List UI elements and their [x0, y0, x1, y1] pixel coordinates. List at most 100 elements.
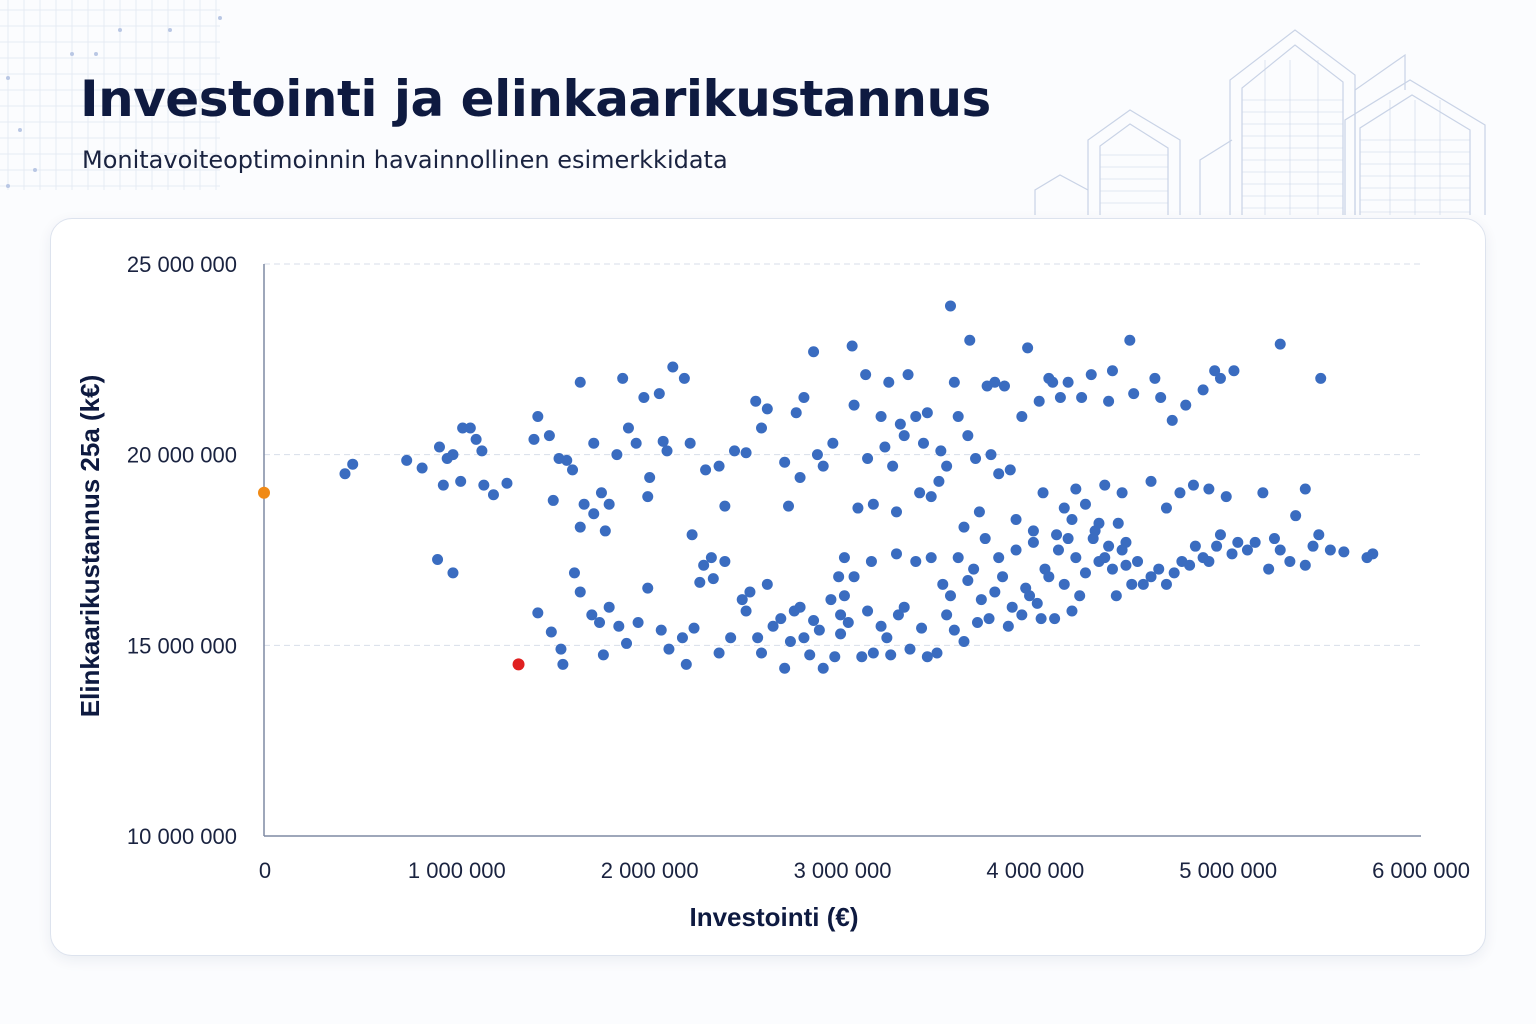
y-tick-label: 10 000 000 — [127, 824, 237, 849]
building-outline — [1099, 123, 1169, 215]
data-point — [784, 636, 796, 648]
data-point — [1022, 342, 1034, 354]
data-point — [817, 662, 829, 674]
data-point — [964, 334, 976, 346]
data-point — [1315, 372, 1327, 384]
data-point — [962, 575, 974, 587]
data-point — [1051, 529, 1063, 541]
data-point — [574, 586, 586, 598]
x-tick-label: 2 000 000 — [601, 858, 699, 883]
data-point — [630, 437, 642, 449]
data-point — [862, 452, 874, 464]
data-point — [401, 454, 413, 466]
data-point — [933, 475, 945, 487]
data-point — [1226, 548, 1238, 560]
data-point — [890, 548, 902, 560]
data-point — [740, 605, 752, 617]
y-axis-label: Elinkaarikustannus 25a (k€) — [75, 375, 105, 717]
data-point — [1274, 544, 1286, 556]
data-point — [1324, 544, 1336, 556]
data-point — [574, 521, 586, 533]
data-point — [794, 472, 806, 484]
data-point — [1160, 578, 1172, 590]
x-axis-label: Investointi (€) — [689, 902, 858, 932]
data-point — [833, 571, 845, 583]
data-point — [1002, 620, 1014, 632]
data-point — [653, 388, 665, 400]
data-point — [756, 647, 768, 659]
data-point — [476, 445, 488, 457]
data-point — [1037, 487, 1049, 499]
page-title: Investointi ja elinkaarikustannus — [80, 70, 991, 128]
data-point — [1166, 414, 1178, 426]
data-point — [883, 376, 895, 388]
data-point — [1120, 559, 1132, 571]
data-point — [1180, 399, 1192, 411]
data-point — [817, 460, 829, 472]
data-point — [750, 395, 762, 407]
data-point — [1116, 544, 1128, 556]
data-point — [1099, 479, 1111, 491]
data-point — [798, 632, 810, 644]
data-point — [865, 555, 877, 567]
data-point — [910, 555, 922, 567]
data-point — [941, 609, 953, 621]
data-point — [568, 567, 580, 579]
data-point — [1087, 533, 1099, 545]
data-point — [1274, 338, 1286, 350]
data-point — [545, 626, 557, 638]
data-point — [487, 489, 499, 501]
highlight-point — [512, 658, 525, 671]
data-point — [1070, 552, 1082, 564]
data-point — [1153, 563, 1165, 575]
data-point — [875, 411, 887, 423]
data-point — [1058, 578, 1070, 590]
data-point — [1027, 525, 1039, 537]
data-point — [952, 411, 964, 423]
data-point — [719, 555, 731, 567]
axes — [263, 264, 1421, 837]
data-point — [948, 624, 960, 636]
data-point — [808, 615, 820, 627]
data-point — [1155, 391, 1167, 403]
data-point — [979, 533, 991, 545]
x-tick-labels: 0 1 000 000 2 000 000 3 000 000 4 000 000 5 0… — [259, 858, 1470, 883]
data-point — [997, 571, 1009, 583]
data-point — [917, 437, 929, 449]
decor-dot — [168, 28, 172, 32]
building-outline — [1344, 79, 1486, 215]
data-point — [599, 525, 611, 537]
data-point — [1214, 529, 1226, 541]
y-tick-label: 20 000 000 — [127, 443, 237, 468]
data-point — [1016, 609, 1028, 621]
data-point — [1137, 578, 1149, 590]
data-point — [478, 479, 490, 491]
x-tick-label: 5 000 000 — [1179, 858, 1277, 883]
data-point — [470, 433, 482, 445]
data-point — [761, 403, 773, 415]
data-point — [1099, 552, 1111, 564]
data-point — [1079, 498, 1091, 510]
data-point — [1268, 533, 1280, 545]
data-point — [1112, 517, 1124, 529]
building-outline — [1354, 53, 1406, 215]
data-point — [457, 422, 469, 434]
data-point — [1062, 376, 1074, 388]
data-point — [1189, 540, 1201, 552]
data-point — [842, 616, 854, 628]
data-point — [736, 594, 748, 606]
data-point — [767, 620, 779, 632]
data-point — [989, 376, 1001, 388]
data-point — [925, 552, 937, 564]
data-point — [1228, 365, 1240, 377]
y-tick-label: 25 000 000 — [127, 252, 237, 277]
data-point — [1010, 513, 1022, 525]
data-point — [661, 445, 673, 457]
data-point — [617, 372, 629, 384]
data-point — [455, 475, 467, 487]
data-point — [921, 407, 933, 419]
grid-lines — [264, 263, 1421, 646]
data-point — [686, 529, 698, 541]
data-point — [547, 494, 559, 506]
x-tick-label: 3 000 000 — [794, 858, 892, 883]
